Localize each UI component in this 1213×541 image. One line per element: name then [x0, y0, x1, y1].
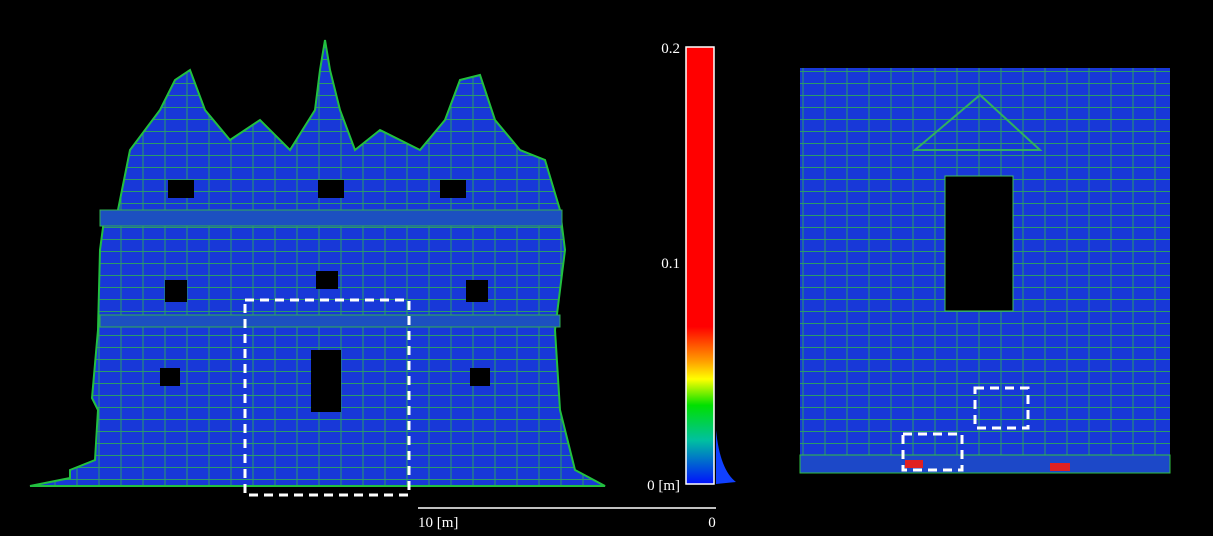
scale-label: 0	[708, 515, 716, 531]
colorbar-label: 0 [m]	[647, 478, 680, 494]
page: 0.2 0.1 0 [m] 10 [m] 0 (() => { const da…	[0, 0, 1213, 541]
wall-detail	[800, 68, 1170, 473]
colorbar-label: 0.2	[661, 41, 680, 57]
figure: 0.2 0.1 0 [m] 10 [m] 0	[0, 0, 1213, 536]
scale-label: 10 [m]	[418, 515, 458, 531]
colorbar-label: 0.1	[661, 256, 680, 272]
